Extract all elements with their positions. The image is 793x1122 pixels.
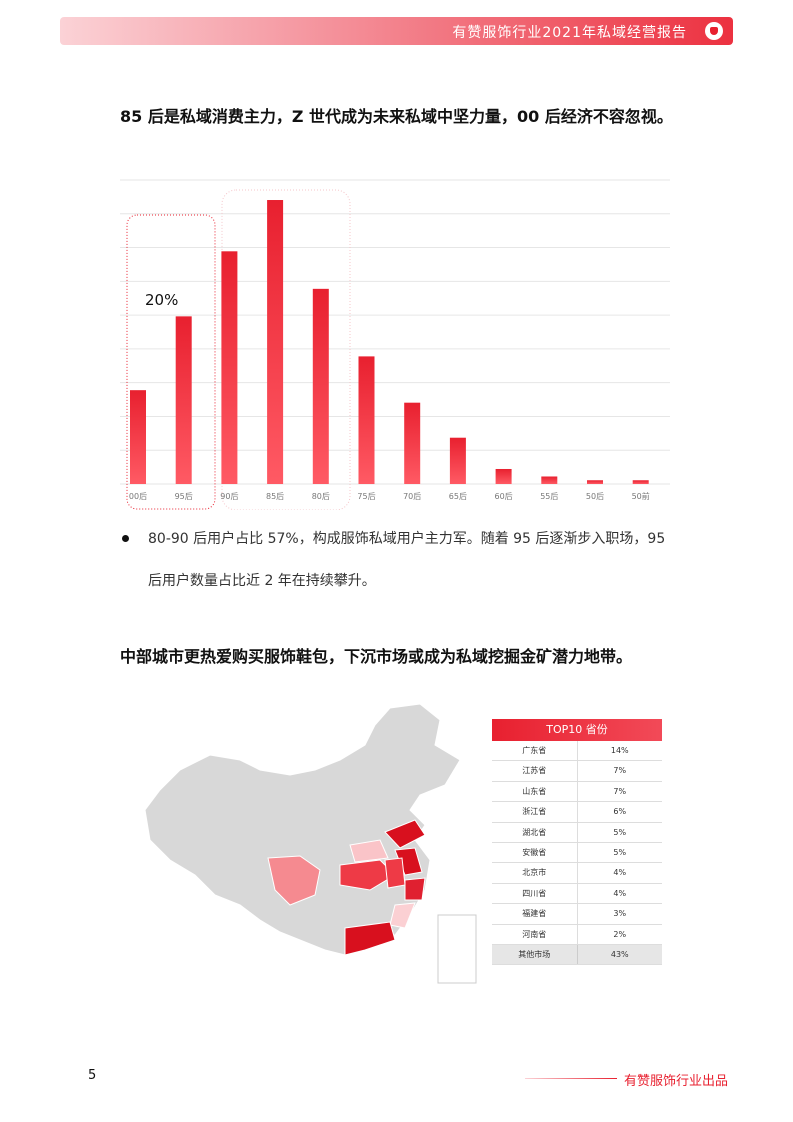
province-cell: 浙江省	[492, 802, 578, 822]
province-cell: 福建省	[492, 904, 578, 924]
bar-75后	[358, 356, 375, 484]
x-tick-label: 80后	[312, 491, 330, 501]
table-row: 福建省 3%	[492, 904, 662, 925]
bar-55后	[541, 476, 558, 484]
table-row: 山东省 7%	[492, 781, 662, 803]
map-china-outline	[144, 703, 461, 956]
x-tick-label: 95后	[175, 491, 193, 501]
bar-80后	[312, 288, 329, 484]
share-cell: 6%	[613, 807, 627, 817]
annotation-label: 20%	[145, 291, 178, 309]
share-cell: 7%	[613, 766, 627, 776]
x-tick-label: 70后	[403, 491, 421, 501]
x-tick-label: 55后	[540, 491, 558, 501]
map-hubei	[339, 859, 396, 891]
bar-60后	[495, 468, 512, 484]
x-tick-label: 85后	[266, 491, 284, 501]
map-zhejiang	[404, 877, 426, 901]
table-row: 安徽省 5%	[492, 842, 662, 864]
province-cell: 北京市	[492, 863, 578, 883]
footer-divider	[525, 1078, 617, 1079]
x-tick-label: 00后	[129, 491, 147, 501]
share-cell: 43%	[610, 949, 629, 959]
province-cell: 其他市场	[492, 944, 578, 965]
bar-85后	[267, 200, 284, 484]
top10-provinces-table: TOP10 省份 广东省 14% 江苏省 7% 山东省 7% 浙江省 6% 湖北省 5% 安徽省 5%…	[492, 719, 662, 966]
table-row-other: 其他市场 43%	[492, 944, 662, 966]
bar-95后	[175, 316, 192, 484]
share-cell: 14%	[610, 746, 629, 755]
share-cell: 5%	[613, 827, 627, 837]
share-cell: 7%	[613, 786, 627, 796]
table-row: 湖北省 5%	[492, 822, 662, 843]
bar-50前	[632, 480, 649, 484]
bar-90后	[221, 251, 238, 484]
china-map	[144, 703, 477, 984]
province-cell: 山东省	[492, 781, 578, 802]
x-tick-label: 50前	[632, 491, 650, 501]
bar-50后	[587, 480, 603, 484]
section-heading-region: 中部城市更热爱购买服饰鞋包，下沉市场或成为私域挖掘金矿潜力地带。	[120, 647, 633, 666]
map-guangdong	[344, 921, 396, 956]
share-cell: 4%	[613, 868, 627, 878]
section-heading-age: 85 后是私域消费主力，Z 世代成为未来私域中坚力量，00 后经济不容忽视。	[120, 107, 673, 126]
province-cell: 湖北省	[492, 822, 578, 842]
bullet-point: 80-90 后用户占比 57%，构成服饰私域用户主力军。随着 95 后逐渐步入职…	[120, 518, 680, 602]
table-row: 江苏省 7%	[492, 761, 662, 782]
age-bar-chart: 00后 95后 90后 85后 80后 75后 70后 65后 60后 55后 50后 50前 20%	[120, 179, 670, 510]
province-cell: 四川省	[492, 883, 578, 904]
bar-00后	[130, 390, 146, 484]
share-cell: 3%	[613, 909, 627, 919]
bullet-text: 80-90 后用户占比 57%，构成服饰私域用户主力军。随着 95 后逐渐步入职…	[148, 531, 666, 589]
share-cell: 5%	[613, 847, 627, 857]
table-row: 广东省 14%	[492, 741, 662, 762]
map-anhui	[384, 857, 406, 889]
x-tick-label: 65后	[449, 491, 467, 501]
province-cell: 安徽省	[492, 842, 578, 863]
page-number: 5	[88, 1068, 97, 1083]
report-title: 有赞服饰行业2021年私域经营报告	[452, 25, 687, 41]
bullet-dot-icon	[122, 535, 129, 542]
bar-70后	[404, 402, 421, 484]
thumbs-up-icon	[705, 22, 723, 40]
map-fujian	[389, 902, 416, 929]
table-row: 四川省 4%	[492, 883, 662, 905]
highlight-box-gen-z	[126, 214, 216, 510]
province-cell: 江苏省	[492, 761, 578, 781]
map-sichuan	[267, 855, 321, 906]
map-henan	[349, 839, 389, 863]
table-row: 河南省 2%	[492, 924, 662, 945]
bar-65后	[449, 437, 466, 484]
map-south-sea-inset	[437, 914, 477, 984]
table-row: 北京市 4%	[492, 863, 662, 884]
share-cell: 4%	[613, 888, 627, 898]
table-row: 浙江省 6%	[492, 802, 662, 823]
province-cell: 河南省	[492, 924, 578, 944]
report-header: 有赞服饰行业2021年私域经营报告	[60, 17, 733, 45]
x-tick-label: 50后	[586, 491, 604, 501]
x-tick-label: 90后	[220, 491, 238, 501]
share-cell: 2%	[613, 929, 627, 939]
x-tick-label: 60后	[495, 491, 513, 501]
highlight-box-80-90	[221, 189, 351, 510]
footer-publisher: 有赞服饰行业出品	[624, 1074, 729, 1089]
table-title: TOP10 省份	[492, 719, 662, 741]
x-tick-label: 75后	[357, 491, 375, 501]
map-shandong	[384, 819, 426, 849]
province-cell: 广东省	[492, 741, 578, 761]
